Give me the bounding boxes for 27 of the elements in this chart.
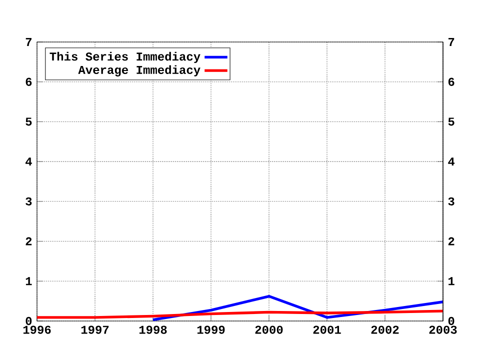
y-tick-label: 4: [26, 158, 32, 166]
x-tick-label: 1998: [139, 326, 167, 334]
y2-tick-label: 1: [448, 277, 454, 286]
x-tick-label: 1997: [81, 326, 109, 334]
y-tick-label: 3: [26, 197, 32, 206]
y-tick-label: 2: [26, 237, 32, 246]
x-tick-label: 2001: [313, 326, 341, 334]
y-tick-label: 0: [26, 316, 32, 326]
y2-tick-label: 0: [448, 316, 454, 326]
y2-tick-label: 4: [448, 158, 455, 166]
y2-tick-label: 2: [448, 237, 454, 246]
y2-tick-label: 7: [448, 38, 454, 46]
line-series: [37, 310, 443, 319]
y-tick-label: 7: [26, 38, 32, 46]
x-tick-label: 1999: [197, 326, 225, 334]
x-tick-label: 2003: [429, 326, 457, 334]
y-tick-label: 5: [26, 118, 32, 126]
legend-label: Average Immediacy: [78, 65, 200, 76]
x-tick-label: 1996: [23, 326, 51, 334]
y2-tick-label: 3: [448, 197, 454, 206]
y-tick-label: 6: [26, 78, 32, 86]
y2-tick-label: 5: [448, 118, 454, 126]
x-tick-label: 2002: [371, 326, 399, 334]
y-tick-label: 1: [26, 277, 32, 286]
x-tick-label: 2000: [255, 326, 283, 334]
y2-tick-label: 6: [448, 78, 454, 86]
legend-label: This Series Immediacy: [50, 52, 200, 64]
